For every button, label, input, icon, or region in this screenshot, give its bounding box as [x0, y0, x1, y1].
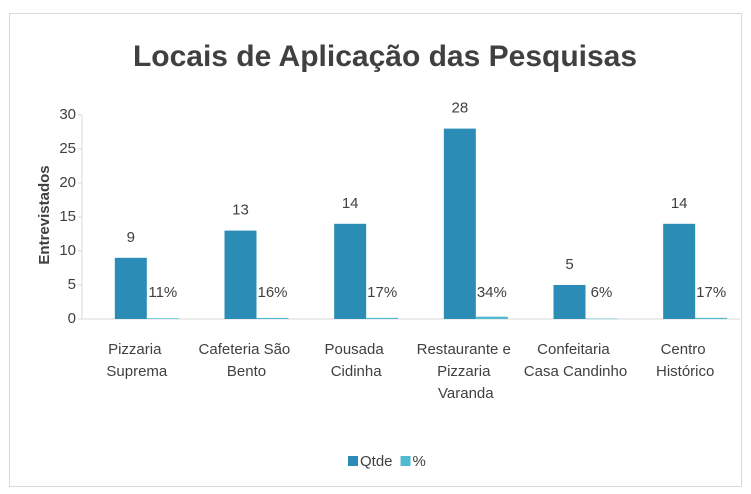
x-tick-line: Cafeteria São — [199, 341, 295, 358]
bar — [553, 285, 586, 319]
chart-border — [9, 13, 742, 487]
y-tick-label: 10 — [59, 242, 76, 259]
value-label: 17% — [696, 284, 726, 301]
y-tick-label: 0 — [68, 310, 76, 327]
y-tick-label: 5 — [68, 276, 76, 293]
bar — [475, 316, 508, 319]
x-tick-label: Confeitaria Casa Candinho — [524, 341, 627, 380]
value-label: 13 — [232, 202, 249, 219]
x-tick-line: Centro — [661, 341, 710, 358]
x-tick-line: Bento — [227, 363, 266, 380]
value-label: 5 — [565, 256, 573, 273]
x-tick-line: Suprema — [106, 363, 168, 380]
y-tick-label: 30 — [59, 106, 76, 123]
value-label: 9 — [127, 229, 135, 246]
y-tick-label: 25 — [59, 140, 76, 157]
value-label: 17% — [367, 284, 397, 301]
value-label: 34% — [477, 284, 507, 301]
y-axis-label: Entrevistados — [36, 165, 53, 264]
bar — [695, 317, 728, 319]
value-label: 14 — [342, 195, 359, 212]
x-tick-label: Cafeteria São Bento — [199, 341, 295, 380]
chart-title: Locais de Aplicação das Pesquisas — [133, 40, 637, 73]
bar — [585, 318, 618, 320]
bar — [146, 318, 179, 319]
legend-label: % — [413, 453, 426, 470]
bar — [256, 317, 289, 319]
bar — [334, 223, 367, 319]
x-tick-line: Varanda — [438, 385, 494, 402]
value-label: 11% — [148, 284, 177, 301]
value-label: 28 — [451, 100, 468, 117]
x-tick-label: Pousada Cidinha — [324, 341, 387, 380]
value-label: 6% — [591, 284, 613, 301]
y-tick-label: 20 — [59, 174, 76, 191]
bar — [224, 230, 257, 319]
x-tick-line: Pousada — [324, 341, 387, 358]
bar — [114, 257, 147, 319]
x-tick-label: Centro Histórico — [656, 341, 714, 380]
x-tick-line: Confeitaria — [537, 341, 614, 358]
x-tick-label: Restaurante e Pizzaria Varanda — [417, 341, 515, 402]
x-tick-line: Pizzaria — [108, 341, 166, 358]
x-tick-line: Histórico — [656, 363, 714, 380]
bar — [443, 128, 476, 319]
x-tick-label: Pizzaria Suprema — [106, 341, 168, 380]
value-label: 14 — [671, 195, 688, 212]
bar — [663, 223, 696, 319]
value-label: 16% — [257, 284, 287, 301]
x-tick-line: Casa Candinho — [524, 363, 627, 380]
x-tick-line: Cidinha — [331, 363, 383, 380]
y-tick-label: 15 — [59, 208, 76, 225]
legend-swatch — [348, 456, 358, 466]
legend-swatch — [400, 456, 411, 466]
x-tick-line: Pizzaria — [437, 363, 495, 380]
bar — [366, 317, 399, 319]
legend-label: Qtde — [360, 453, 393, 470]
x-tick-line: Restaurante e — [417, 341, 515, 358]
